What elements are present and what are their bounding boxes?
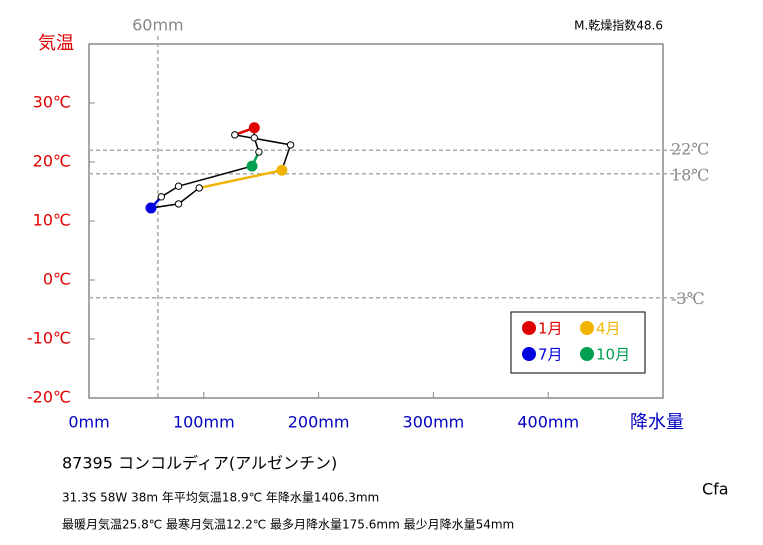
info-line: 31.3S 58W 38m 年平均気温18.9℃ 年降水量1406.3mm: [62, 490, 379, 505]
reference-label: 60mm: [132, 16, 184, 35]
month-point: [255, 148, 263, 156]
y-tick-label: -20℃: [27, 388, 71, 407]
month-point: [145, 202, 157, 214]
aridity-index: M.乾燥指数48.6: [574, 18, 663, 33]
y-tick-label: 0℃: [43, 270, 71, 289]
reference-label: 22℃: [671, 140, 709, 159]
station-name: 87395 コンコルディア(アルゼンチン): [62, 454, 337, 473]
month-point: [250, 134, 259, 142]
reference-label: 18℃: [671, 165, 709, 184]
month-point: [231, 131, 239, 139]
y-tick-label: 20℃: [33, 152, 71, 171]
legend-label: 7月: [538, 346, 563, 364]
x-tick-label: 200mm: [288, 413, 350, 432]
month-point: [157, 193, 166, 201]
legend-marker: [580, 321, 594, 335]
highlight-segment: [198, 169, 283, 190]
x-tick-label: 400mm: [517, 413, 579, 432]
month-point: [248, 122, 260, 134]
legend-box: [510, 311, 646, 374]
y-tick-label: 30℃: [33, 93, 71, 112]
x-tick-label: 100mm: [173, 413, 235, 432]
month-point: [286, 141, 295, 149]
y-axis-label: 気温: [38, 33, 74, 54]
climate-loop: [148, 126, 292, 210]
legend-marker: [580, 347, 594, 361]
y-tick-label: 10℃: [33, 211, 71, 230]
legend-label: 10月: [596, 346, 630, 364]
month-point: [246, 160, 258, 172]
legend-marker: [522, 321, 536, 335]
month-point: [195, 184, 203, 192]
legend-label: 4月: [596, 320, 621, 338]
month-point: [276, 164, 288, 176]
climate-class: Cfa: [702, 480, 729, 499]
x-axis-label: 降水量: [630, 412, 684, 433]
reference-label: -3℃: [671, 289, 704, 308]
y-tick-label: -10℃: [27, 329, 71, 348]
legend-marker: [522, 347, 536, 361]
x-tick-label: 300mm: [403, 413, 465, 432]
month-point: [174, 182, 183, 190]
month-point: [174, 200, 183, 208]
info-line: 最暖月気温25.8℃ 最寒月気温12.2℃ 最多月降水量175.6mm 最少月降…: [62, 517, 514, 532]
x-tick-label: 0mm: [68, 413, 109, 432]
legend-label: 1月: [538, 320, 563, 338]
